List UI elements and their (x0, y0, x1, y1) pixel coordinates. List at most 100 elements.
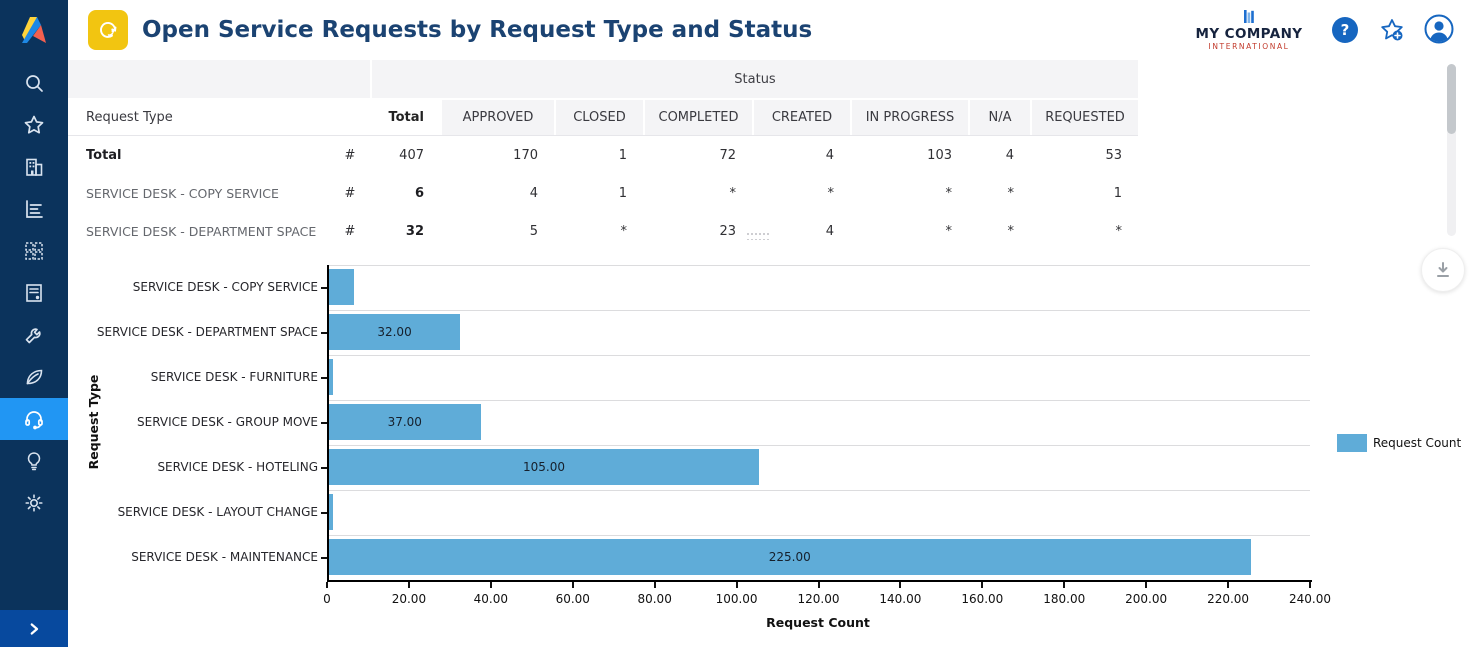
bar[interactable] (329, 494, 334, 530)
chevron-right-icon (30, 622, 39, 635)
top-bar: Open Service Requests by Request Type an… (68, 0, 1470, 60)
profile-icon (1424, 14, 1454, 44)
bar[interactable] (329, 314, 461, 350)
company-building-icon (1244, 10, 1254, 23)
profile-button[interactable] (1423, 13, 1455, 45)
lightbulb-icon (27, 452, 41, 471)
table-cell: # (344, 223, 356, 239)
table-cell: * (945, 223, 953, 239)
x-tick-label: 100.00 (715, 592, 758, 606)
company-name: MY COMPANY (1195, 26, 1303, 42)
table-cell: 103 (927, 147, 952, 163)
table-cell: 4 (825, 223, 834, 239)
table-cell: * (729, 185, 737, 201)
wrench-icon (25, 328, 41, 344)
bar[interactable] (329, 404, 481, 440)
sidebar-item-maintenance[interactable] (0, 314, 68, 356)
row-label: Total (86, 147, 122, 163)
building-icon (26, 158, 43, 176)
service-desk-app-icon (88, 10, 128, 50)
download-icon (1437, 262, 1449, 277)
legend-swatch (1337, 434, 1367, 452)
gridline (327, 400, 1310, 401)
gridline (327, 535, 1310, 536)
y-axis-tick (321, 331, 327, 334)
download-button[interactable] (1421, 248, 1465, 292)
sidebar-item-service-desk[interactable] (0, 398, 68, 440)
gridline (327, 490, 1310, 491)
sidebar-item-innovations[interactable] (0, 440, 68, 482)
space-grid-icon (25, 242, 43, 260)
main-area: Open Service Requests by Request Type an… (68, 0, 1470, 647)
archibus-logo-icon (22, 17, 46, 43)
archibus-logo[interactable] (0, 0, 68, 60)
search-icon (26, 75, 43, 92)
sidebar-item-space[interactable] (0, 230, 68, 272)
sidebar-item-properties[interactable] (0, 146, 68, 188)
table-cell: 1 (1113, 185, 1122, 201)
column-header: REQUESTED (1030, 100, 1138, 135)
headset-arrow-icon (100, 22, 117, 38)
bar[interactable] (329, 449, 760, 485)
bar[interactable] (329, 539, 1251, 575)
column-header: APPROVED (440, 100, 554, 135)
x-axis-line (327, 580, 1312, 582)
sidebar-item-favorites[interactable] (0, 104, 68, 146)
table-cell: 170 (513, 147, 538, 163)
x-axis-tick (1145, 582, 1148, 588)
bar[interactable] (329, 359, 334, 395)
category-label: SERVICE DESK - GROUP MOVE (137, 414, 318, 429)
x-tick-label: 240.00 (1289, 592, 1331, 606)
x-tick-label: 60.00 (555, 592, 590, 606)
sidebar-item-settings[interactable] (0, 482, 68, 524)
pivot-table: Request Type Total APPROVED CLOSED COMPLETED… (68, 100, 1138, 240)
table-cell: 53 (1105, 147, 1122, 163)
table-cell: 23 (719, 223, 736, 239)
x-tick-label: 180.00 (1043, 592, 1086, 606)
chart-legend: Request Count (1337, 434, 1461, 452)
x-tick-label: 140.00 (879, 592, 922, 606)
row-label: SERVICE DESK - COPY SERVICE (86, 185, 279, 201)
sidebar-menu (0, 62, 68, 524)
x-axis-tick (1309, 582, 1311, 588)
x-tick-label: 40.00 (473, 592, 508, 606)
table-cell: * (1115, 223, 1123, 239)
y-axis-tick (321, 466, 327, 469)
sidebar-item-search[interactable] (0, 62, 68, 104)
chart-section: SERVICE DESK - COPY SERVICE SERVICE DESK … (68, 240, 1470, 647)
x-axis-title: Request Count (766, 615, 870, 630)
x-axis-tick (653, 582, 656, 588)
table-cell: * (827, 185, 835, 201)
group-header-spacer (68, 60, 370, 98)
x-tick-label: 200.00 (1125, 592, 1168, 606)
sidebar-item-sustainability[interactable] (0, 356, 68, 398)
vertical-scrollbar[interactable] (1447, 64, 1456, 236)
scrollbar-thumb[interactable] (1447, 64, 1456, 134)
table-cell: 6 (414, 185, 424, 201)
column-header: Total (388, 110, 424, 125)
help-button[interactable]: ? (1332, 17, 1358, 43)
table-cell: 32 (405, 223, 424, 239)
category-label: SERVICE DESK - HOTELING (157, 459, 318, 474)
gear-icon (25, 494, 43, 512)
category-label: SERVICE DESK - LAYOUT CHANGE (117, 504, 318, 519)
sidebar-item-reports[interactable] (0, 188, 68, 230)
row-label: SERVICE DESK - DEPARTMENT SPACE (86, 223, 317, 239)
x-tick-label: 120.00 (797, 592, 840, 606)
table-cell: 407 (399, 147, 424, 163)
table-cell: 4 (529, 185, 538, 201)
sidebar-expand-button[interactable] (0, 610, 68, 647)
favorite-button[interactable] (1378, 16, 1406, 44)
pivot-table-section: Status Request Type Total APPROVED CLOSED CO… (68, 60, 1138, 240)
table-cell: 5 (529, 223, 538, 239)
gridline (327, 310, 1310, 311)
sidebar-item-assets[interactable] (0, 272, 68, 314)
gridline (327, 265, 1310, 266)
company-logo: MY COMPANY INTERNATIONAL (1194, 8, 1304, 52)
x-axis-tick (407, 582, 410, 588)
bar[interactable] (329, 269, 354, 305)
favorite-star-icon (1381, 19, 1403, 41)
x-axis-tick (735, 582, 738, 588)
y-axis-tick (321, 286, 327, 289)
y-axis-tick (321, 421, 327, 424)
